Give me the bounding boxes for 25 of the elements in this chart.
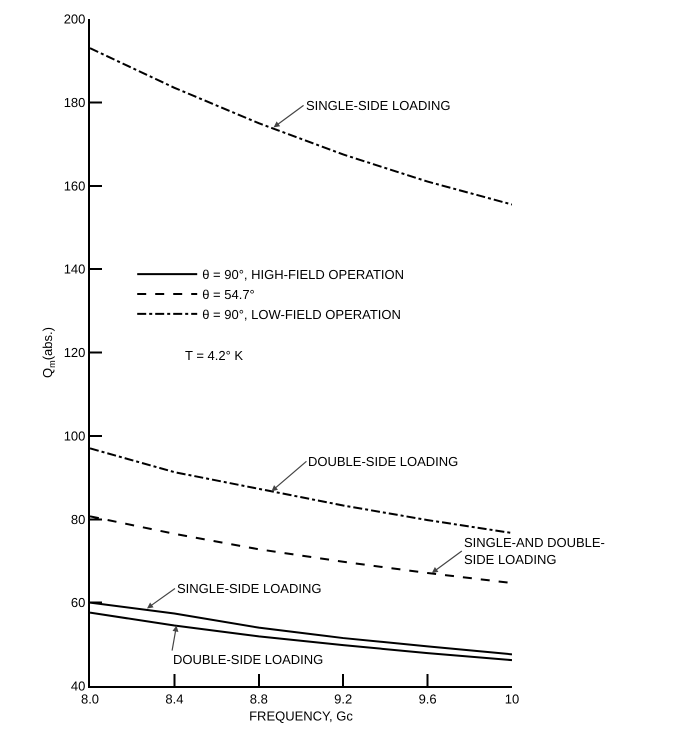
x-tick-label: 9.2 <box>334 692 352 707</box>
annotation: SINGLE-SIDE LOADING <box>177 581 322 596</box>
x-tick-label: 9.6 <box>418 692 437 707</box>
y-tick-label: 80 <box>70 512 86 527</box>
y-tick-label: 60 <box>70 595 86 610</box>
legend-label: θ = 90°, LOW-FIELD OPERATION <box>202 306 401 322</box>
annotation: T = 4.2° K <box>185 348 244 363</box>
y-tick-label: 40 <box>70 678 86 694</box>
y-tick-label: 140 <box>64 262 86 277</box>
y-tick-label: 180 <box>64 94 86 110</box>
annotation: DOUBLE-SIDE LOADING <box>308 454 458 469</box>
y-tick-label: 100 <box>64 428 86 444</box>
x-tick-label: 10 <box>504 692 520 707</box>
legend-label: θ = 54.7° <box>202 287 255 302</box>
y-tick-label: 160 <box>64 178 86 194</box>
x-tick-label: 8.8 <box>250 692 268 707</box>
legend-label: θ = 90°, HIGH-FIELD OPERATION <box>202 267 404 282</box>
x-axis-title: FREQUENCY, Gc <box>249 708 354 724</box>
x-tick-label: 8.0 <box>80 692 100 707</box>
y-tick-label: 200 <box>64 12 86 27</box>
annotation: SINGLE-SIDE LOADING <box>306 98 450 113</box>
y-tick-label: 120 <box>64 345 86 360</box>
x-tick-label: 8.4 <box>165 692 184 707</box>
annotation: DOUBLE-SIDE LOADING <box>173 652 324 667</box>
annotation: SINGLE-AND DOUBLE- SIDE LOADING <box>464 535 605 567</box>
